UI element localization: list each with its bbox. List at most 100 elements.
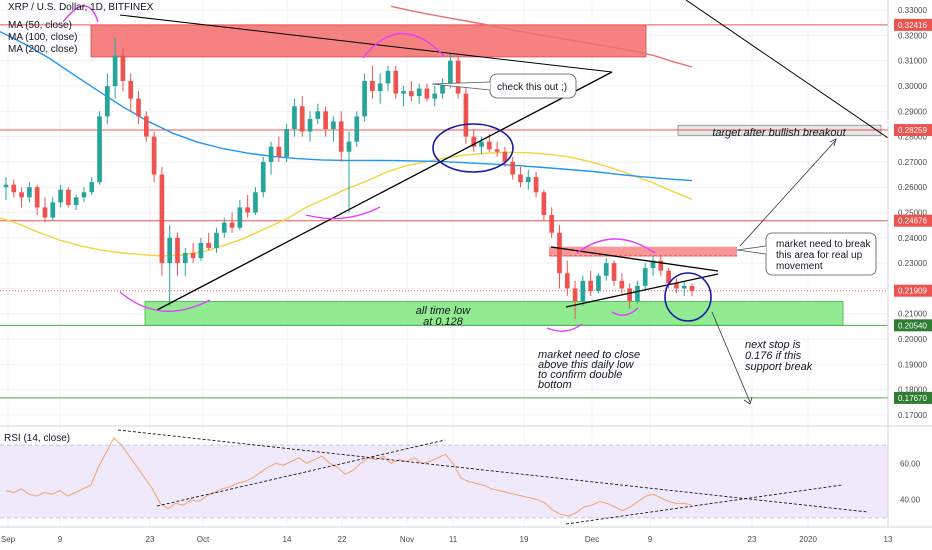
candle-body [564,273,570,289]
candle-body [338,121,344,152]
candle-body [557,232,562,274]
candle [502,146,508,167]
price-tick-label: 0.20000 [898,335,927,344]
candle [448,53,453,89]
candle-body [229,222,235,228]
price-tick-label: 0.19000 [898,360,927,369]
candles[interactable] [3,37,695,319]
rsi-trend-up-2 [565,484,843,525]
candle-body [541,192,547,216]
candle-body [120,55,126,81]
candle-body [416,88,422,97]
candle [338,111,344,162]
candle [416,83,422,104]
candle [619,273,625,294]
candle-body [66,189,71,205]
downtrend-line-far [685,0,889,139]
candle-body [448,60,453,84]
candle-body [471,136,477,147]
price-tag-label: 0.32416 [898,21,927,30]
price-axis[interactable]: 0.33000 0.32000 0.31000 0.30000 0.29000 0.280… [887,0,932,527]
callout-break-text-line: this area for real up [776,250,863,261]
candle-body [533,177,539,193]
next-stop-text-line: 0.176 if this [745,350,802,362]
candle-body [151,136,157,175]
time-tick-label: 14 [283,535,292,544]
candle-body [486,141,492,150]
candle-body [455,60,461,94]
callout-pointer [736,245,767,255]
candle-body [307,118,313,132]
time-axis[interactable]: Sep 9 23 Oct 14 22 Nov 11 19 Dec 9 23 2020 13 [0,526,932,544]
rsi-trend-down [117,429,869,513]
arc-top-left [62,5,99,23]
candle [229,212,235,233]
candle [486,134,492,152]
arrow-head [743,396,753,405]
candle-body [370,80,375,92]
candle [588,270,593,296]
close-above-text-line: above this daily low [538,359,634,371]
candle [221,217,227,238]
candle [541,189,547,221]
support-trend-line [565,273,719,308]
candle-body [596,275,601,291]
candle [128,73,134,112]
candle-body [42,207,48,218]
trend-drawings [62,0,889,405]
candle [533,172,539,198]
candle [11,179,17,198]
candle [455,55,461,99]
close-above-text-line: market need to close [538,349,640,361]
annotations: check this out ;) target after bullish br… [416,73,877,391]
candle [182,247,188,276]
price-tag [894,391,932,404]
candle-body [525,177,531,183]
candle-body [292,106,297,130]
price-tag [894,18,932,31]
candle-body [619,280,625,289]
candle-body [112,55,118,87]
time-tick-label: 23 [748,535,757,544]
candle [167,225,173,307]
candle [19,187,24,208]
legend-entry: MA (50, close) [8,20,72,31]
time-tick-label: 23 [146,535,155,544]
candle-body [81,192,87,198]
candle-body [362,80,367,117]
price-tag-label: 0.24676 [898,217,927,226]
time-tick-label: Nov [400,535,414,544]
candle-body [463,93,469,137]
candle-body [401,91,406,94]
candle [510,156,516,180]
candle-body [385,70,391,84]
candle-body [627,288,632,302]
time-tick-label: 19 [520,535,529,544]
candle [50,197,56,221]
candle-body [167,237,173,264]
all-time-low-text: all time low at 0.128 [416,305,471,328]
candle [34,184,40,216]
candle-body [299,106,305,132]
callout-check-text: check this out ;) [497,82,567,93]
candle-body [354,116,360,142]
candle-body [136,98,141,117]
candle-body [393,70,399,94]
candle-body [681,285,687,289]
candle-body [58,189,63,203]
price-tick-label: 0.24000 [898,234,927,243]
price-tag-label: 0.28259 [898,126,927,135]
price-tick-label: 0.31000 [898,57,927,66]
rsi-panel[interactable]: RSI (14, close) 60.00 40.00 [0,425,932,525]
candle-body [182,252,188,264]
candle-body [245,207,250,213]
candle [253,187,258,216]
candle-body [105,86,110,117]
candle-body [377,83,383,92]
candle [198,237,204,261]
price-tag-label: 0.21909 [898,287,927,296]
candle [393,65,399,99]
arc-bottom-left [119,291,211,312]
candle-body [674,283,679,289]
